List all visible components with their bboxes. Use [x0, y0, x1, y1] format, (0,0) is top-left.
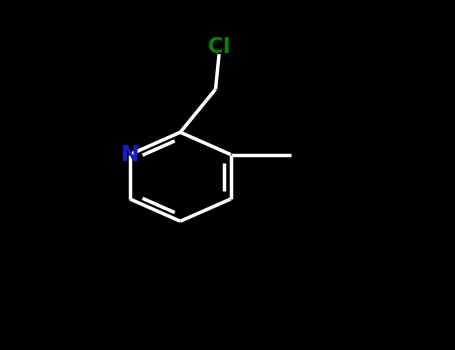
- Text: N: N: [121, 145, 139, 164]
- Text: Cl: Cl: [208, 37, 230, 57]
